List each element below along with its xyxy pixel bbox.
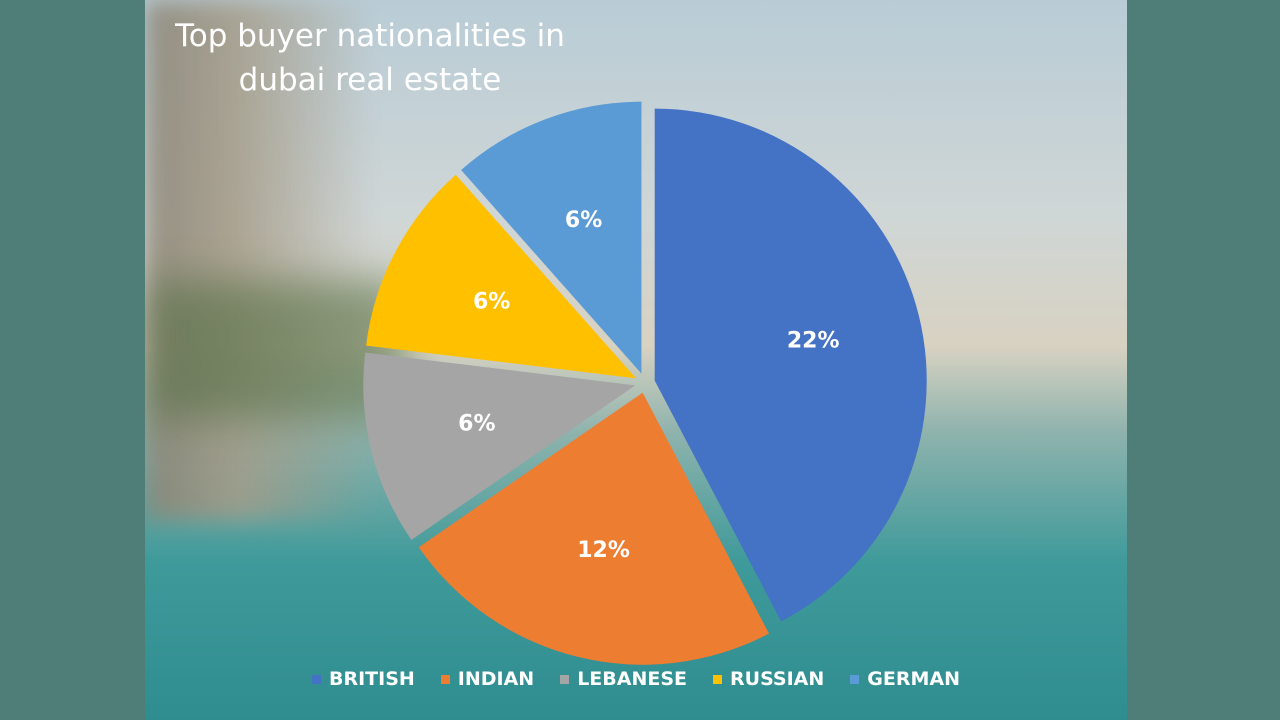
pie-slice	[366, 174, 637, 379]
data-label: 22%	[787, 329, 840, 354]
legend-item: BRITISH	[311, 668, 415, 690]
pie-slice	[461, 101, 642, 374]
legend-item: INDIAN	[440, 668, 535, 690]
legend-label: INDIAN	[457, 668, 535, 690]
legend-swatch	[850, 674, 860, 684]
legend-label: LEBANESE	[577, 668, 688, 690]
data-label: 12%	[577, 538, 630, 563]
pie-slice	[363, 352, 636, 540]
legend-label: GERMAN	[867, 668, 960, 690]
trees	[145, 280, 405, 420]
pie-slice	[654, 108, 927, 622]
legend-item: GERMAN	[850, 668, 960, 690]
legend-swatch	[560, 674, 570, 684]
legend-item: LEBANESE	[560, 668, 687, 690]
legend-swatch	[440, 674, 450, 684]
building	[145, 0, 375, 520]
legend-label: BRITISH	[328, 668, 415, 690]
legend: BRITISH INDIAN LEBANESE RUSSIAN GERMAN	[145, 668, 1127, 690]
legend-label: RUSSIAN	[730, 668, 825, 690]
legend-swatch	[713, 674, 723, 684]
data-label: 6%	[473, 290, 510, 315]
pie-slice	[418, 392, 770, 665]
chart-title: Top buyer nationalities in dubai real es…	[175, 18, 565, 98]
legend-item: RUSSIAN	[713, 668, 824, 690]
data-label: 6%	[565, 208, 602, 233]
legend-swatch	[311, 674, 321, 684]
data-label: 6%	[458, 411, 495, 436]
